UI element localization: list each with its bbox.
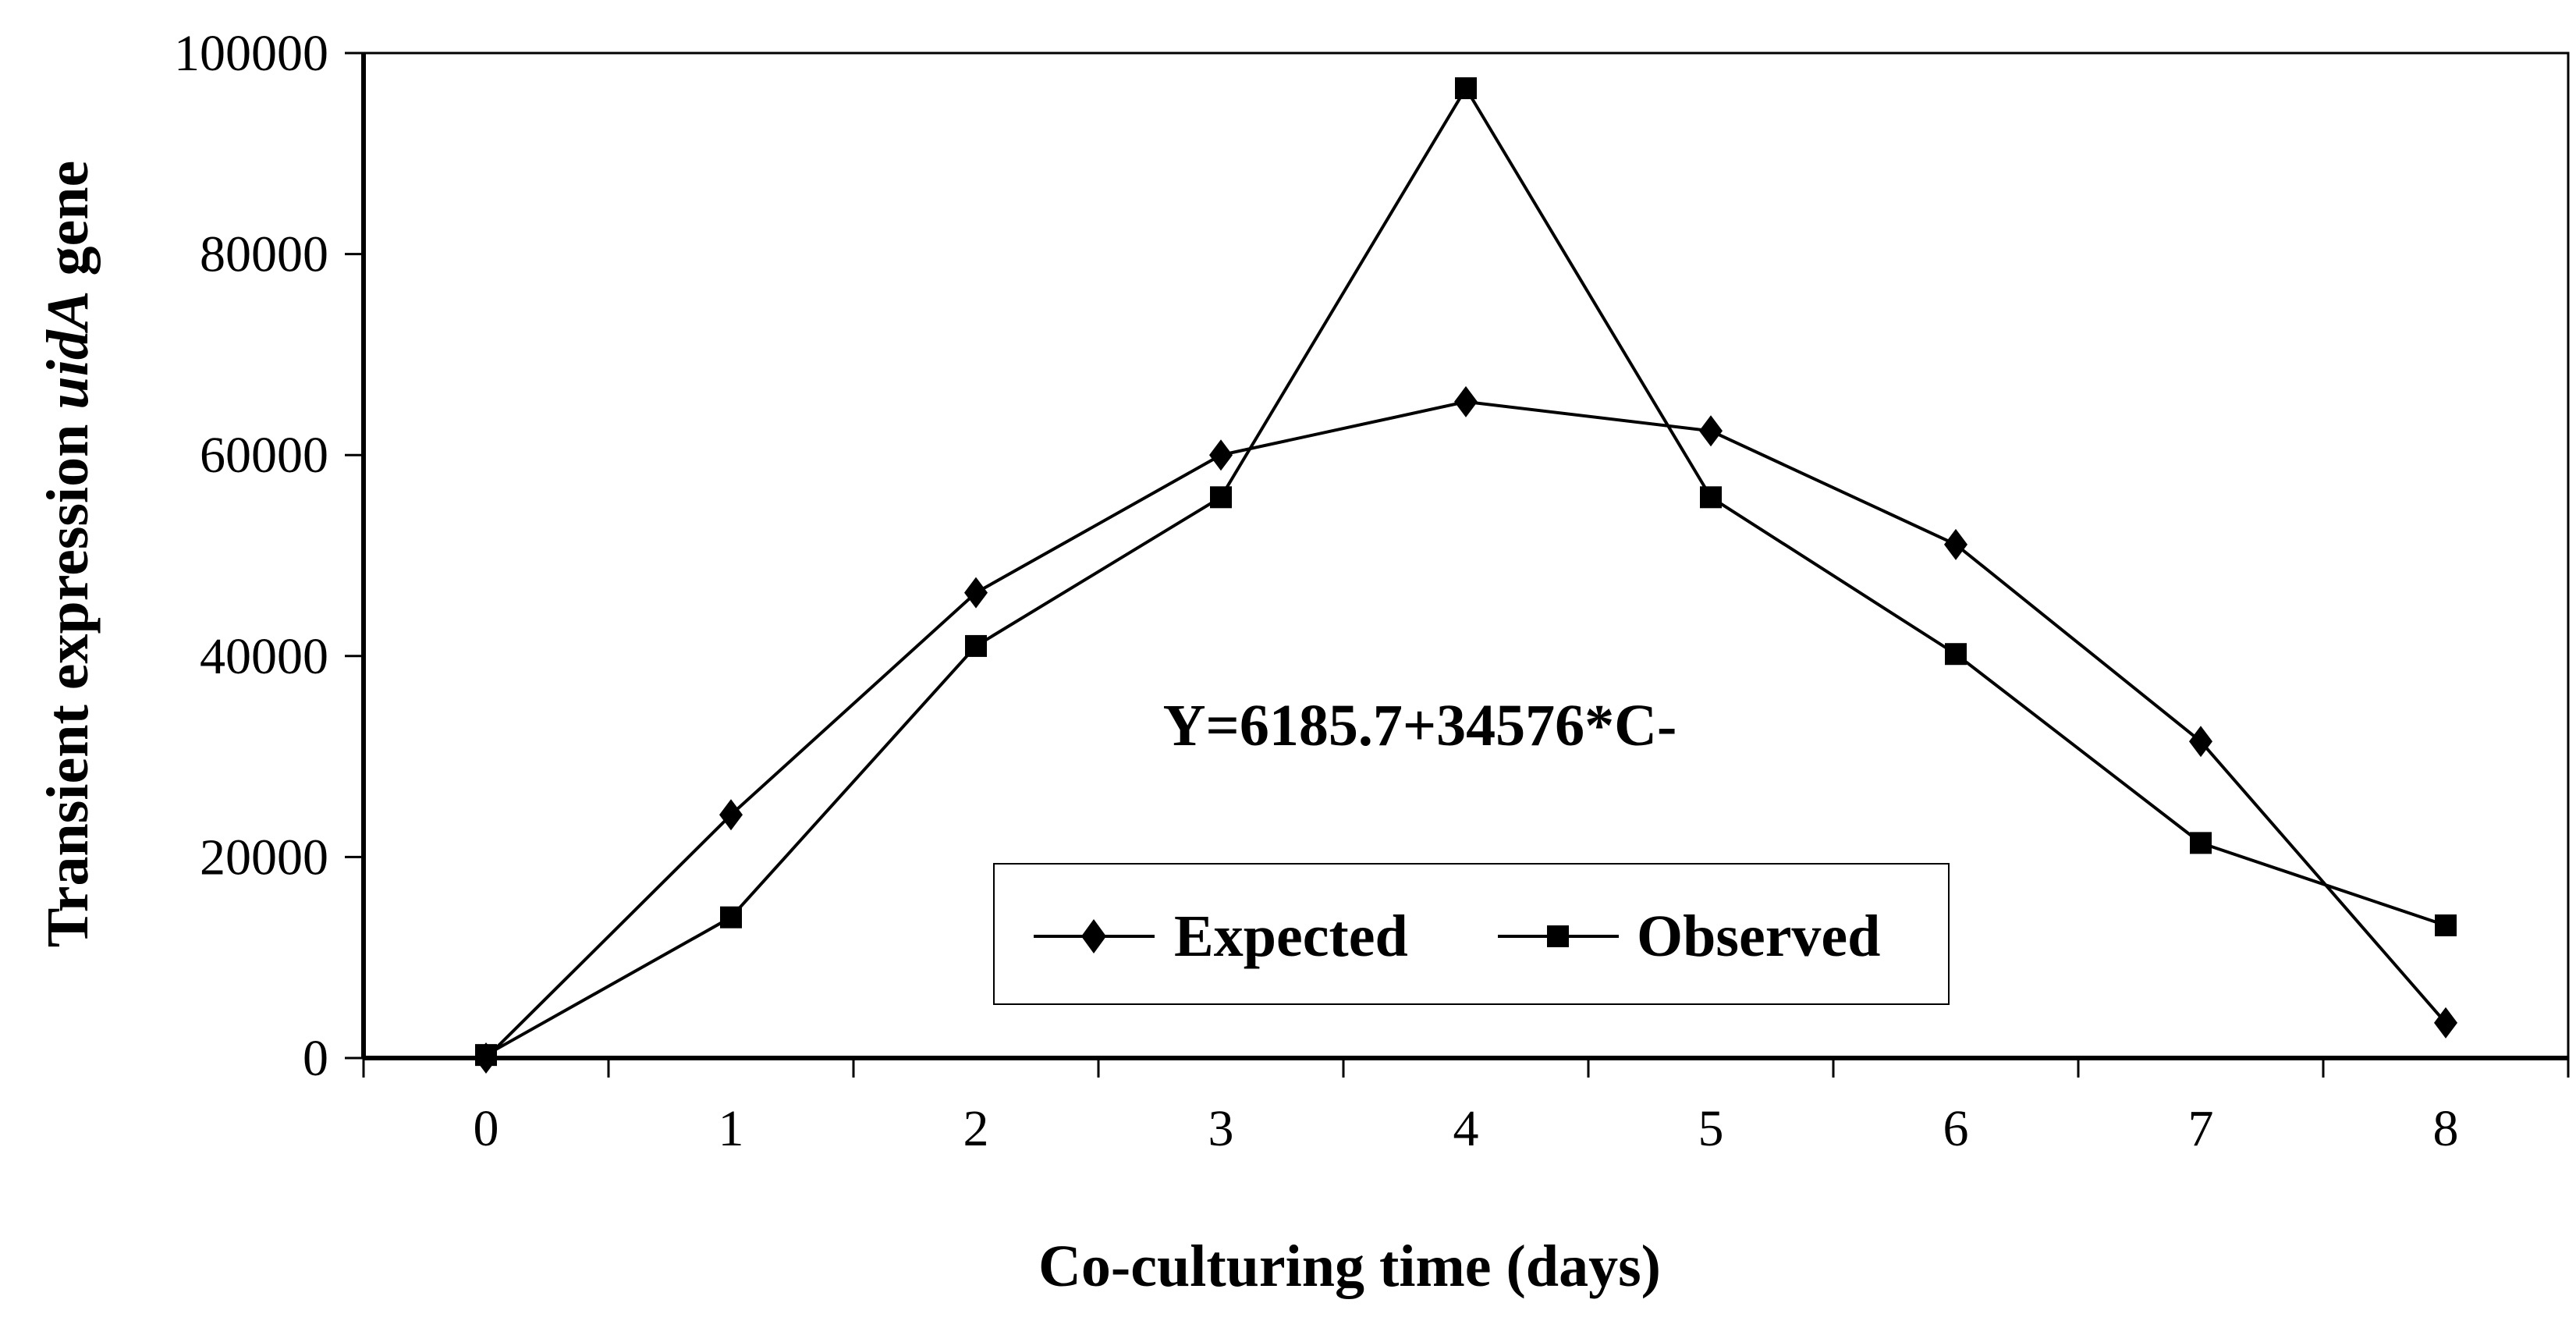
x-tick-label: 7 (2188, 1100, 2214, 1157)
data-point-expected (719, 799, 743, 831)
data-point-observed (2435, 914, 2457, 936)
legend-box (993, 863, 1950, 1005)
series-layer (474, 77, 2457, 1074)
data-point-expected (2189, 726, 2212, 758)
data-point-observed (965, 634, 987, 657)
legend-label-expected: Expected (1174, 904, 1408, 969)
axes (345, 51, 2570, 1078)
x-tick-label: 3 (1208, 1100, 1234, 1157)
data-point-observed (1945, 643, 1967, 666)
legend-marker-expected (1081, 919, 1106, 953)
y-tick-label: 60000 (200, 427, 328, 484)
y-tick-label: 40000 (200, 628, 328, 685)
tick-labels: 0 20000 40000 60000 80000 100000 0 1 2 3 4 5 6 7 8 (174, 25, 2459, 1157)
data-point-observed (1700, 486, 1722, 509)
y-tick-label: 0 (303, 1030, 328, 1087)
y-tick-label: 100000 (174, 25, 328, 82)
x-axis-label: Co-culturing time (days) (1038, 1234, 1661, 1299)
y-tick-label: 20000 (200, 829, 328, 886)
y-axis-label: Transient expression uidA gene (35, 161, 101, 948)
data-point-observed (2190, 832, 2212, 854)
y-tick-label: 80000 (200, 226, 328, 283)
y-label-part-2: uidA (35, 290, 101, 409)
legend-label-observed: Observed (1637, 904, 1880, 969)
x-tick-label: 6 (1943, 1100, 1969, 1157)
x-tick-label: 2 (963, 1100, 989, 1157)
legend: Expected Observed (993, 863, 1950, 1005)
data-point-expected (1944, 528, 1967, 560)
data-point-expected (1209, 439, 1233, 471)
data-point-observed (475, 1044, 497, 1067)
data-point-expected (1454, 385, 1478, 417)
data-point-expected (964, 577, 988, 609)
x-tick-label: 0 (474, 1100, 499, 1157)
data-point-observed (1455, 77, 1477, 100)
y-label-part-3: gene (35, 161, 101, 291)
x-tick-label: 8 (2433, 1100, 2459, 1157)
data-point-observed (1210, 486, 1232, 509)
x-tick-label: 4 (1453, 1100, 1479, 1157)
x-tick-label: 5 (1698, 1100, 1724, 1157)
y-label-part-1: Transient expression (35, 410, 101, 948)
x-tick-label: 1 (719, 1100, 744, 1157)
data-point-expected (1699, 415, 1723, 447)
data-point-expected (2434, 1007, 2457, 1039)
legend-marker-observed (1547, 925, 1569, 947)
data-point-observed (720, 906, 742, 929)
annotation-equation: Y=6185.7+34576*C- (1163, 693, 1677, 758)
